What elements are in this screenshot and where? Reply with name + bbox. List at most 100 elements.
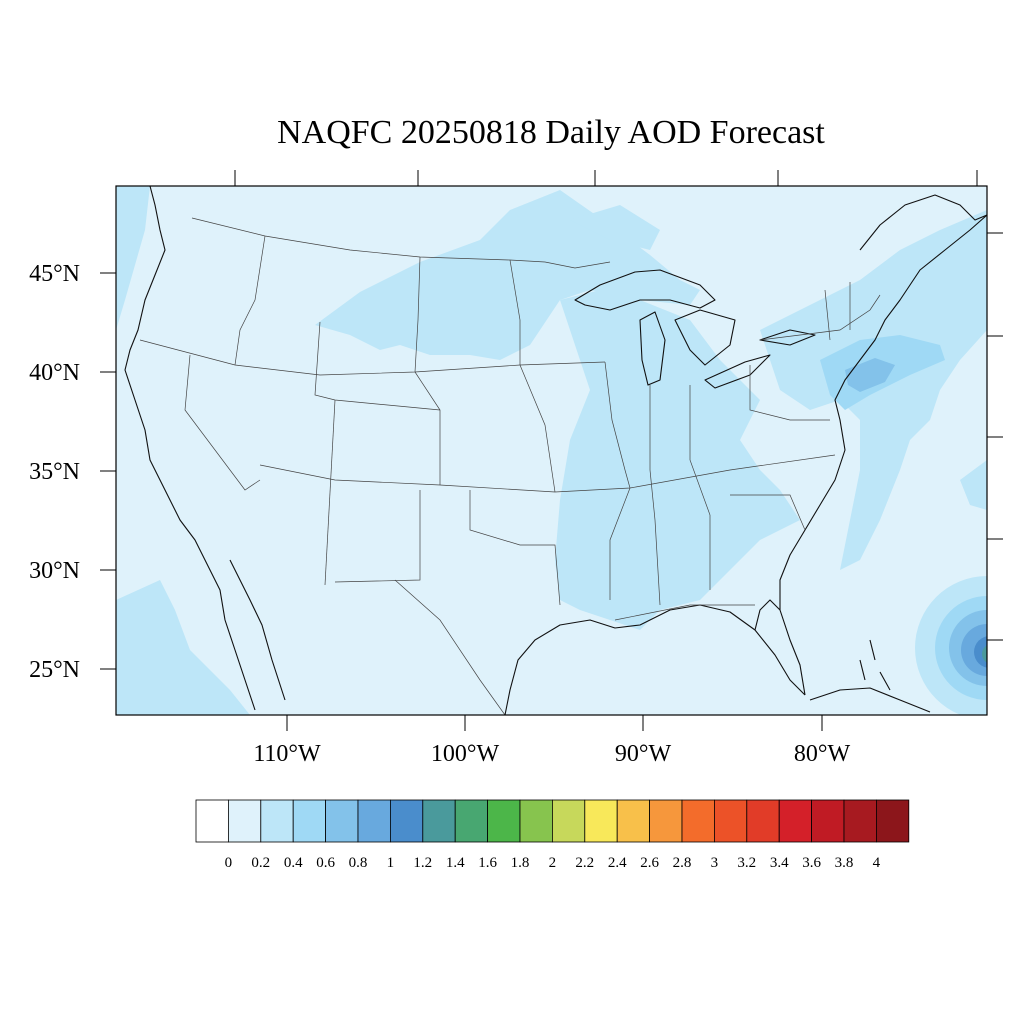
colorbar-swatch [260,799,294,843]
lake-superior [574,269,716,311]
atlantic-coastline [779,214,987,696]
colorbar-label: 0.6 [316,855,335,871]
colorbar-swatch [714,799,748,843]
colorbar-swatch [876,799,910,843]
colorbar-swatch [389,799,424,843]
colorbar-swatch [616,799,651,843]
lake-ontario [759,329,816,346]
border-nc-sc [730,494,806,531]
colorbar-label: 3.6 [802,855,821,871]
colorbar-swatch [325,799,359,843]
aod-contour-atlantic-east [960,460,987,510]
border-ny-ne [759,294,881,341]
colorbar-label: 1 [387,855,395,871]
aod-contour-storm-5 [974,636,987,668]
border-wy-co [314,321,441,411]
lat-label-30: 30°N [29,558,80,584]
colorbar-label: 2 [549,855,557,871]
map-panel: 45°N 40°N 35°N 30°N 25°N 110°W 100°W 90°… [29,170,1003,767]
colorbar-swatch [681,799,715,843]
colorbar-swatch [843,799,877,843]
colorbar-swatch [584,799,618,843]
lake-erie [704,354,771,389]
colorbar: 0 0.2 0.4 0.6 0.8 1 1.2 1.4 1.6 1.8 2 2.2 2.4 2.6 2.8 3… [195,799,910,871]
lon-label-100: 100°W [431,741,500,767]
colorbar-label: 3.8 [835,855,854,871]
gulf-coastline [504,604,806,715]
border-oh-ga [689,385,711,590]
colorbar-label: 2.8 [673,855,692,871]
aod-contour-pacific-north [116,186,150,330]
colorbar-label: 4 [873,855,881,871]
colorbar-swatch [454,799,489,843]
lake-huron [674,309,736,366]
colorbar-label: 3.2 [737,855,756,871]
colorbar-swatch [195,799,229,843]
colorbar-swatch [519,799,553,843]
aod-contour-storm-7 [988,650,1000,662]
lon-label-110: 110°W [253,741,321,767]
colorbar-label: 3.4 [770,855,789,871]
colorbar-label: 0.8 [349,855,368,871]
colorbar-swatch [746,799,780,843]
lat-label-40: 40°N [29,360,80,386]
colorbar-swatch [357,799,391,843]
aod-contour-canada [570,205,660,250]
border-mn-ia-mo [509,259,556,493]
border-rio-grande [394,579,506,715]
aod-contours [116,186,1000,715]
colorbar-swatch [292,799,327,843]
lake-michigan [639,311,666,386]
colorbar-label: 2.2 [575,855,594,871]
gulf-of-california-coast [229,559,286,701]
quebec-coast [859,194,987,251]
florida-panhandle [754,599,781,631]
colorbar-label: 2.6 [640,855,659,871]
cuba-coast [809,687,931,713]
colorbar-label: 0.4 [284,855,303,871]
border-pa-va [749,365,830,421]
aod-contour-storm-6 [982,645,987,663]
colorbar-swatch [552,799,586,843]
pacific-coastline [124,186,256,711]
border-nm-tx [334,490,421,583]
colorbar-swatch [227,799,262,843]
border-mississippi [604,361,631,600]
map-title: NAQFC 20250818 Daily AOD Forecast [277,114,825,151]
colorbar-label: 0 [225,855,233,871]
lon-label-90: 90°W [615,741,672,767]
us-canada-border [191,217,611,269]
colorbar-label: 2.4 [608,855,627,871]
colorbar-swatch [811,799,845,843]
aod-contour-midatlantic-high [845,358,895,392]
border-az-nm [324,399,336,586]
right-ticks [987,232,1003,641]
border-in-al [649,385,661,606]
colorbar-label: 1.8 [511,855,530,871]
colorbar-swatch [649,799,683,843]
map-frame [115,185,988,716]
border-gulf-states [614,604,755,621]
colorbar-label: 0.2 [251,855,270,871]
border-id [234,235,266,366]
aod-contour-central-east [555,290,800,630]
bottom-ticks [286,715,823,731]
colorbar-swatch [487,799,521,843]
border-tx-ok [469,490,561,606]
colorbar-label: 3 [711,855,719,871]
aod-contour-pacific-south [116,580,250,715]
colorbar-swatch [422,799,456,843]
border-36n [259,454,836,493]
lat-label-45: 45°N [29,261,80,287]
border-41n [139,339,606,376]
lat-label-35: 35°N [29,459,80,485]
coastlines [124,186,987,715]
colorbar-label: 1.4 [446,855,465,871]
colorbar-label: 1.2 [413,855,432,871]
border-ca-nv [184,354,261,491]
top-ticks [234,170,978,186]
bahamas-coast [859,639,891,691]
colorbar-swatch [778,799,813,843]
state-borders [139,235,881,715]
